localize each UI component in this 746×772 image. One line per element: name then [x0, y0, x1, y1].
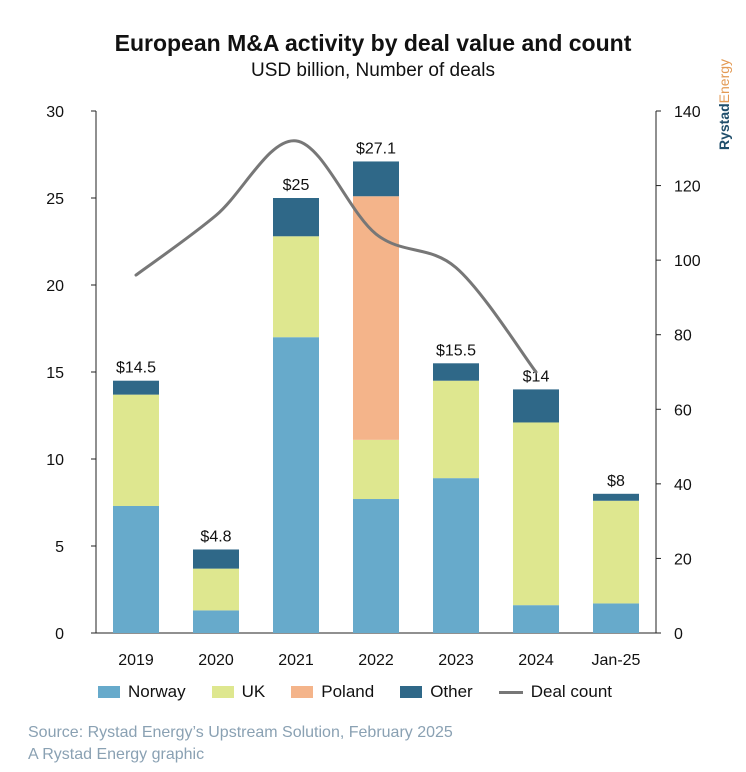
- legend-label: Deal count: [530, 682, 612, 701]
- bar-uk-2021: [273, 236, 319, 338]
- legend-swatch: [400, 686, 423, 698]
- legend-swatch: [98, 686, 120, 698]
- bar-norway-2022: [353, 499, 399, 633]
- legend-swatch: [498, 690, 523, 694]
- legend-item-uk: UK: [211, 682, 266, 702]
- legend-item-norway: Norway: [98, 682, 186, 702]
- y-tick-label: 30: [46, 104, 64, 121]
- y2-tick-label: 20: [674, 551, 692, 568]
- y2-tick-label: 80: [674, 328, 692, 345]
- deal-count-line: [134, 139, 538, 374]
- source-line-2: A Rystad Energy graphic: [28, 746, 205, 763]
- legend-swatch: [211, 686, 234, 698]
- bar-norway-2024: [513, 605, 559, 633]
- legend-item-other: Other: [400, 682, 473, 702]
- chart-title: European M&A activity by deal value and …: [114, 30, 632, 56]
- bar-uk-2019: [113, 394, 159, 506]
- total-label-2021: $25: [283, 177, 310, 194]
- bar-uk-2020: [193, 568, 239, 611]
- bar-norway-2019: [113, 505, 159, 633]
- y-tick-label: 5: [55, 539, 64, 556]
- y-tick-label: 15: [46, 365, 64, 382]
- y2-tick-label: 0: [674, 626, 683, 643]
- y2-tick-label: 60: [674, 402, 692, 419]
- x-tick-label-2019: 2019: [118, 652, 154, 669]
- bar-other-2023: [433, 363, 479, 381]
- bar-other-2022: [353, 161, 399, 197]
- bar-uk-jan-25: [593, 500, 639, 604]
- bar-uk-2023: [433, 380, 479, 479]
- legend-label: Poland: [321, 682, 375, 701]
- bar-norway-jan-25: [593, 603, 639, 633]
- chart-svg: 0 5 10 15 20 25 30 0 20 40 60 80 100 120 140 $14.5 2019 $…: [46, 104, 701, 669]
- source-line-1: Source: Rystad Energy’s Upstream Solutio…: [28, 724, 453, 741]
- bar-other-2021: [273, 198, 319, 237]
- bar-norway-2021: [273, 337, 319, 633]
- x-tick-label-jan-25: Jan-25: [592, 652, 641, 669]
- bar-other-2024: [513, 389, 559, 423]
- y2-tick-label: 140: [674, 104, 701, 121]
- bar-uk-2022: [353, 439, 399, 500]
- total-label-2020: $4.8: [200, 528, 231, 545]
- bar-other-jan-25: [593, 493, 639, 501]
- bar-norway-2023: [433, 478, 479, 633]
- bar-other-2020: [193, 549, 239, 569]
- x-tick-label-2022: 2022: [358, 652, 394, 669]
- y2-tick-label: 100: [674, 253, 701, 270]
- bar-poland-2022: [353, 196, 399, 440]
- legend-swatch: [291, 686, 314, 698]
- total-label-2023: $15.5: [436, 342, 476, 359]
- x-tick-label-2024: 2024: [518, 652, 554, 669]
- legend-label: Norway: [128, 682, 186, 701]
- legend-label: Other: [430, 682, 473, 701]
- legend: Norway UK Poland Other Deal count: [98, 680, 638, 704]
- y-tick-label: 20: [46, 278, 64, 295]
- source-note: Source: Rystad Energy’s Upstream Solutio…: [28, 722, 453, 766]
- bar-other-2019: [113, 380, 159, 395]
- legend-label: UK: [241, 682, 266, 701]
- bar-norway-2020: [193, 610, 239, 633]
- y-tick-label: 25: [46, 191, 64, 208]
- legend-item-poland: Poland: [291, 682, 374, 702]
- x-tick-label-2023: 2023: [438, 652, 474, 669]
- total-label-2024: $14: [523, 368, 550, 385]
- x-tick-label-2020: 2020: [198, 652, 234, 669]
- chart-subtitle: USD billion, Number of deals: [251, 60, 495, 81]
- y2-tick-label: 120: [674, 179, 701, 196]
- total-label-2019: $14.5: [116, 360, 156, 377]
- y-tick-label: 0: [55, 626, 64, 643]
- bar-uk-2024: [513, 422, 559, 606]
- y-tick-label: 10: [46, 452, 64, 469]
- total-label-2022: $27.1: [356, 140, 396, 157]
- total-label-jan-25: $8: [607, 473, 625, 490]
- y2-tick-label: 40: [674, 477, 692, 494]
- x-tick-label-2021: 2021: [278, 652, 314, 669]
- legend-item-deal-count: Deal count: [498, 682, 612, 702]
